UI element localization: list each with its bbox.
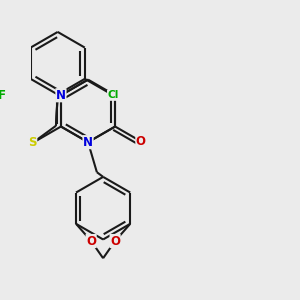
- Text: N: N: [83, 136, 93, 149]
- Text: Cl: Cl: [108, 90, 119, 100]
- Text: F: F: [0, 89, 6, 102]
- Text: O: O: [86, 235, 96, 248]
- Text: O: O: [136, 135, 146, 148]
- Text: O: O: [110, 235, 120, 248]
- Text: S: S: [28, 136, 37, 149]
- Text: N: N: [56, 89, 66, 102]
